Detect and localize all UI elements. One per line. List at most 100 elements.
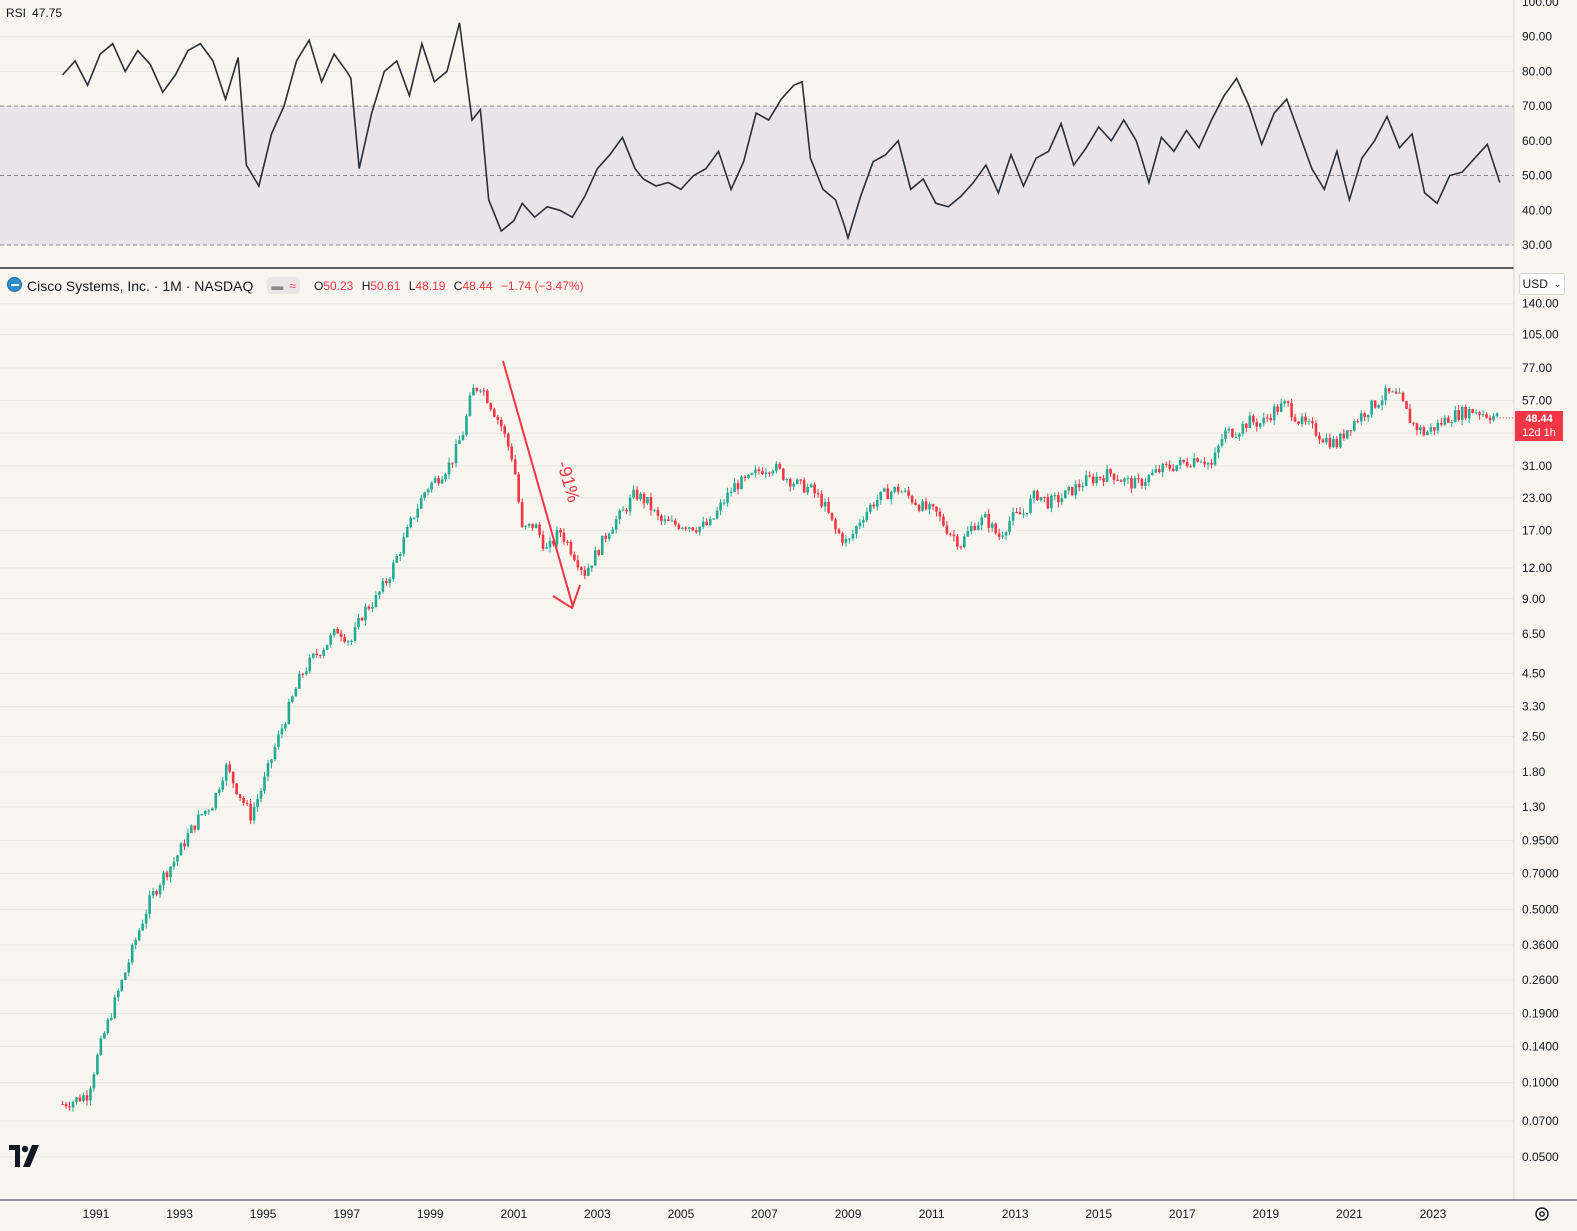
last-price-value: 48.44 bbox=[1525, 413, 1553, 425]
currency-button[interactable]: USD ⌄ bbox=[1519, 273, 1565, 295]
candle-body bbox=[569, 542, 573, 555]
candle-body bbox=[1245, 423, 1248, 429]
candle-body bbox=[437, 478, 440, 484]
candle-body bbox=[458, 440, 461, 444]
symbol-logo-icon[interactable] bbox=[7, 277, 22, 292]
price-axis[interactable]: 140.00105.0077.0057.0042.0031.0023.0017.… bbox=[1522, 297, 1559, 1164]
time-tick-label: 2015 bbox=[1085, 1207, 1112, 1221]
candle-body bbox=[653, 509, 656, 511]
symbol-title[interactable]: Cisco Systems, Inc. · 1M · NASDAQ bbox=[27, 277, 254, 294]
symbol-legend[interactable]: Cisco Systems, Inc. · 1M · NASDAQ ▬ ≈ O5… bbox=[27, 277, 584, 294]
candle-body bbox=[266, 763, 270, 777]
rsi-legend[interactable]: RSI 47.75 bbox=[6, 6, 62, 20]
candle-body bbox=[1018, 512, 1022, 515]
candle-body bbox=[816, 493, 820, 495]
candle-body bbox=[364, 606, 367, 621]
candle-body bbox=[1144, 482, 1147, 486]
candle-body bbox=[277, 734, 280, 747]
candle-body bbox=[1220, 439, 1224, 446]
candle-body bbox=[541, 534, 545, 549]
time-tick-label: 2017 bbox=[1169, 1207, 1196, 1221]
candle-body bbox=[207, 810, 211, 812]
ohlc-values: O50.23 H50.61 L48.19 C48.44 −1.74 (−3.47… bbox=[314, 279, 584, 293]
candle-body bbox=[928, 504, 931, 510]
candle-body bbox=[552, 540, 555, 545]
candle-body bbox=[1241, 423, 1245, 434]
candle-body bbox=[1481, 414, 1485, 416]
legend-buttons[interactable]: ▬ ≈ bbox=[267, 277, 300, 294]
candle-body bbox=[409, 517, 413, 528]
rsi-grid bbox=[0, 36, 1514, 246]
candle-body bbox=[1495, 413, 1499, 417]
compare-icon[interactable]: ≈ bbox=[289, 278, 296, 293]
candle-body bbox=[1095, 476, 1098, 484]
candle-body bbox=[1446, 417, 1450, 423]
candle-body bbox=[395, 556, 399, 563]
candle-body bbox=[1377, 405, 1380, 408]
candle-body bbox=[64, 1104, 68, 1107]
candle-body bbox=[367, 606, 371, 609]
candle-body bbox=[99, 1038, 103, 1055]
candle-body bbox=[792, 483, 796, 487]
candle-body bbox=[976, 525, 980, 530]
candle-body bbox=[1283, 401, 1286, 404]
time-axis[interactable]: 1991 1993 1995 1997 1999 2001 2003 2005 2007 2009… bbox=[83, 1207, 1447, 1221]
candle-body bbox=[416, 508, 420, 518]
candle-body bbox=[1391, 391, 1394, 393]
candle-body bbox=[75, 1097, 78, 1102]
candle-body bbox=[1084, 475, 1088, 487]
candle-body bbox=[1440, 422, 1443, 425]
candle-body bbox=[712, 518, 715, 520]
candle-body bbox=[263, 776, 266, 791]
price-tick-label: 4.50 bbox=[1522, 666, 1546, 680]
drawdown-annotation[interactable]: -91% bbox=[502, 360, 584, 610]
candle-body bbox=[1203, 461, 1206, 465]
price-tick-label: 0.1900 bbox=[1522, 1007, 1559, 1021]
candle-body bbox=[210, 808, 214, 811]
price-tick-label: 12.00 bbox=[1522, 561, 1552, 575]
price-tick-label: 6.50 bbox=[1522, 627, 1546, 641]
candles bbox=[61, 384, 1499, 1112]
open-label: O bbox=[313, 278, 324, 293]
candle-body bbox=[1398, 392, 1401, 394]
candle-body bbox=[1011, 512, 1015, 521]
candle-body bbox=[235, 783, 238, 795]
candle-body bbox=[834, 519, 837, 530]
rsi-label: RSI bbox=[6, 6, 27, 20]
candle-body bbox=[1471, 409, 1474, 414]
rsi-axis[interactable]: 100.00 90.00 80.00 70.00 60.00 50.00 40.00 30.0… bbox=[1522, 0, 1559, 252]
candle-body bbox=[719, 502, 722, 511]
candle-body bbox=[1349, 430, 1353, 432]
candle-body bbox=[1370, 400, 1373, 415]
collapse-icon[interactable]: ▬ bbox=[271, 278, 284, 293]
candle-body bbox=[639, 493, 642, 500]
candle-body bbox=[433, 478, 437, 483]
settings-gear-icon[interactable] bbox=[1533, 1205, 1551, 1223]
candle-body bbox=[1043, 496, 1046, 498]
price-panel bbox=[0, 303, 1514, 1158]
candle-body bbox=[1248, 415, 1252, 429]
candle-body bbox=[496, 416, 500, 420]
price-tick-label: 0.5000 bbox=[1522, 903, 1559, 917]
price-tick-label: 0.1400 bbox=[1522, 1039, 1559, 1053]
candle-body bbox=[875, 499, 879, 507]
candle-body bbox=[743, 476, 747, 478]
open-value: 50.23 bbox=[323, 278, 354, 293]
price-tick-label: 57.00 bbox=[1522, 393, 1552, 407]
candle-body bbox=[217, 789, 221, 794]
close-value: 48.44 bbox=[462, 278, 493, 293]
candle-body bbox=[318, 655, 322, 657]
candle-body bbox=[1373, 400, 1377, 408]
candle-body bbox=[1415, 423, 1419, 431]
candle-body bbox=[997, 533, 1001, 537]
rsi-value: 47.75 bbox=[32, 6, 63, 20]
time-tick-label: 1997 bbox=[333, 1207, 360, 1221]
candle-body bbox=[1304, 416, 1307, 422]
tradingview-logo-icon[interactable] bbox=[8, 1141, 40, 1169]
candle-body bbox=[1443, 417, 1447, 425]
candle-body bbox=[155, 891, 158, 895]
candle-body bbox=[1067, 486, 1071, 491]
candle-body bbox=[388, 578, 392, 583]
candle-body bbox=[381, 581, 385, 592]
